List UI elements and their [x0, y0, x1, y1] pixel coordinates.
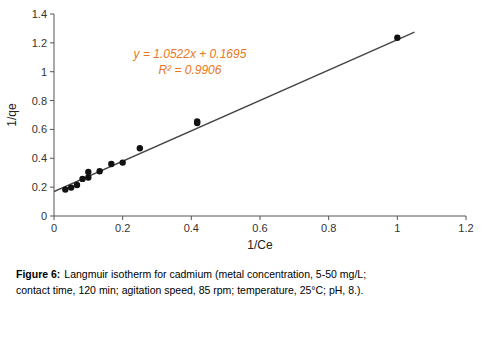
annotation: y = 1.0522x + 0.1695 [133, 47, 247, 61]
y-tick [50, 187, 54, 188]
y-tick [50, 129, 54, 130]
y-tick [50, 216, 54, 217]
x-tick-label: 0 [51, 222, 57, 234]
scatter-point [108, 161, 114, 167]
y-tick-label: 0.4 [32, 152, 47, 164]
scatter-point [119, 159, 125, 165]
y-tick-label: 0 [41, 210, 47, 222]
caption: Figure 6: Langmuir isotherm for cadmium (… [16, 268, 366, 296]
y-tick-label: 1 [41, 66, 47, 78]
x-tick [260, 216, 261, 220]
y-tick [50, 100, 54, 101]
regression-line [54, 32, 415, 191]
x-tick-label: 0.2 [115, 222, 130, 234]
scatter-point [96, 168, 102, 174]
caption-label: Figure 6: [16, 268, 60, 280]
x-tick-label: 0.6 [252, 222, 267, 234]
y-tick [50, 71, 54, 72]
x-tick [54, 216, 55, 220]
y-axis [54, 14, 55, 216]
y-tick-label: 0.6 [32, 123, 47, 135]
x-tick-label: 1 [394, 222, 400, 234]
scatter-point [394, 35, 400, 41]
y-tick-label: 0.8 [32, 95, 47, 107]
scatter-point [85, 169, 91, 175]
x-tick [466, 216, 467, 220]
scatter-point [79, 176, 85, 182]
y-tick [50, 42, 54, 43]
scatter-point [137, 145, 143, 151]
x-axis-label: 1/Ce [247, 238, 273, 252]
x-tick [191, 216, 192, 220]
y-tick-label: 1.4 [32, 8, 47, 20]
caption-line: Langmuir isotherm for cadmium (metal con… [64, 268, 366, 280]
y-tick-label: 0.2 [32, 181, 47, 193]
scatter-point [68, 184, 74, 190]
x-tick [328, 216, 329, 220]
x-tick-label: 0.4 [184, 222, 199, 234]
chart: 0 0.2 0.4 0.6 0.8 1 1.2 0 0.2 0.4 0.6 0.8 1 1.2 1.4 1/C… [0, 0, 484, 348]
x-tick-label: 1.2 [458, 222, 473, 234]
scatter-point [62, 186, 68, 192]
caption-line: contact time, 120 min; agitation speed, … [16, 284, 363, 296]
x-tick [397, 216, 398, 220]
scatter-point [85, 174, 91, 180]
y-tick-label: 1.2 [32, 37, 47, 49]
y-tick [50, 14, 54, 15]
x-tick-label: 0.8 [321, 222, 336, 234]
y-tick [50, 158, 54, 159]
plot-area [54, 32, 415, 193]
y-axis-label: 1/qe [5, 103, 19, 127]
scatter-point [74, 182, 80, 188]
scatter-point [194, 118, 200, 124]
x-tick [122, 216, 123, 220]
annotation: R² = 0.9906 [158, 63, 221, 77]
